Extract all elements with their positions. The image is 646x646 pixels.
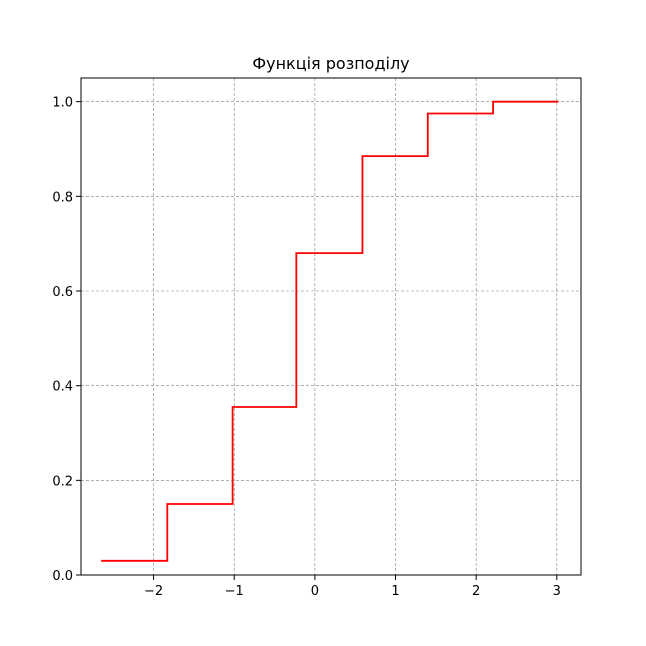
x-tick-label: 2	[472, 584, 480, 599]
x-tick-label: 1	[391, 584, 399, 599]
y-tick-label: 0.2	[52, 474, 73, 489]
x-tick-label: 0	[311, 584, 319, 599]
plot-frame	[80, 77, 582, 576]
grid	[81, 78, 581, 576]
x-tick-label: −1	[225, 584, 244, 599]
y-tick-label: 0.0	[52, 569, 73, 584]
series-layer	[101, 100, 559, 562]
y-tick-label: 0.8	[52, 190, 73, 205]
x-axis: −2 −1 0 1 2 3	[144, 575, 561, 599]
y-tick-label: 1.0	[52, 96, 73, 111]
step-line	[101, 100, 559, 562]
y-axis: 0.0 0.2 0.4 0.6 0.8 1.0	[52, 96, 81, 584]
x-tick-label: −2	[144, 584, 163, 599]
y-tick-label: 0.4	[52, 380, 73, 395]
chart-title: Функція розподілу	[252, 54, 409, 73]
y-tick-label: 0.6	[52, 285, 73, 300]
x-tick-label: 3	[553, 584, 561, 599]
